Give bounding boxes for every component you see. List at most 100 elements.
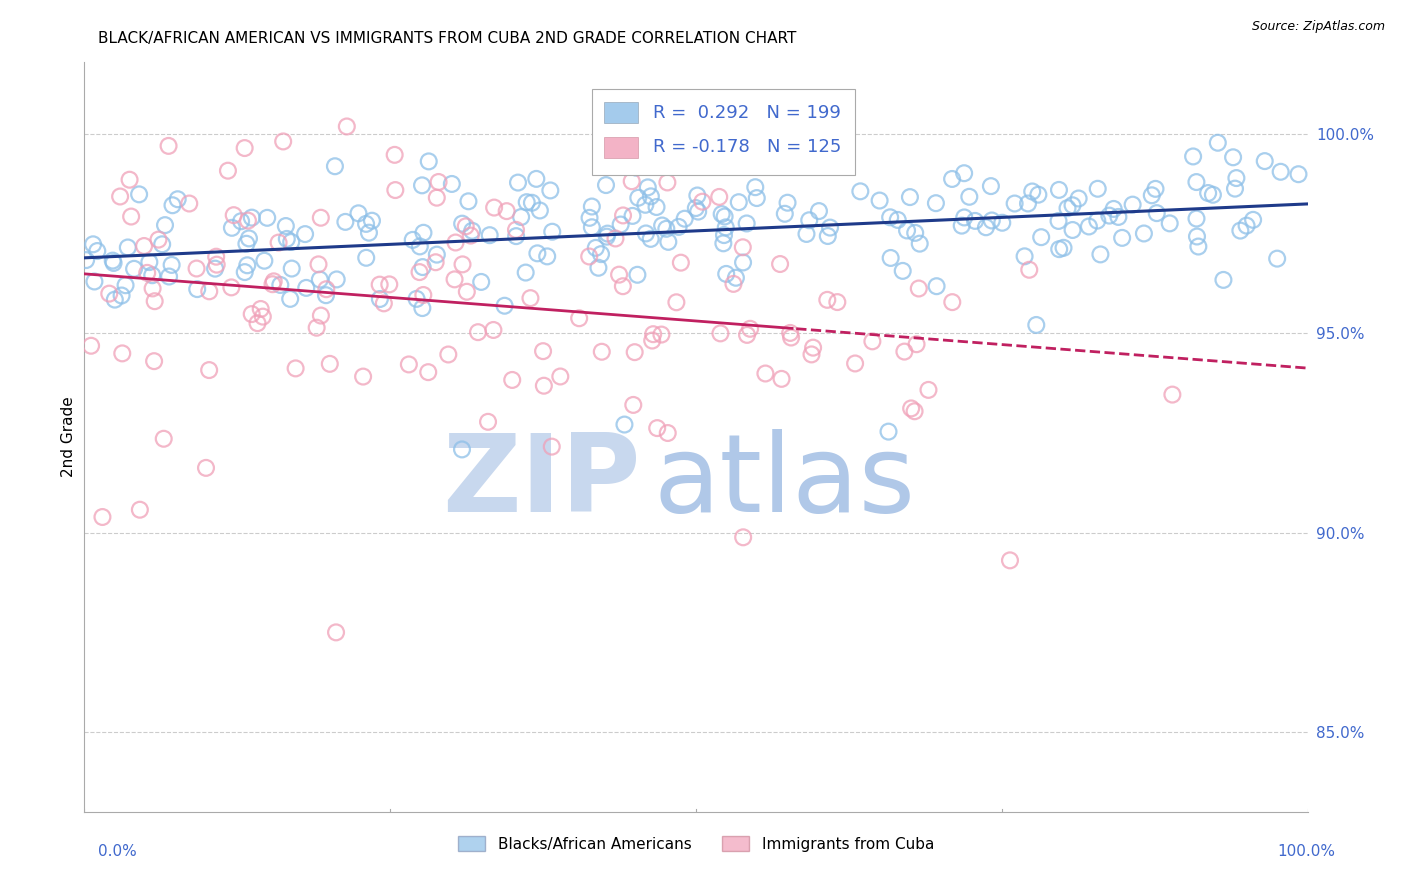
Point xyxy=(596,227,619,241)
Text: BLACK/AFRICAN AMERICAN VS IMMIGRANTS FROM CUBA 2ND GRADE CORRELATION CHART: BLACK/AFRICAN AMERICAN VS IMMIGRANTS FRO… xyxy=(98,31,797,46)
Point xyxy=(305,320,328,334)
Text: R = -0.178   N = 125: R = -0.178 N = 125 xyxy=(654,138,842,156)
Point xyxy=(817,229,839,244)
Point xyxy=(204,261,226,276)
Point xyxy=(309,309,332,323)
Point xyxy=(157,269,180,284)
Point xyxy=(998,553,1021,567)
Point xyxy=(578,250,600,264)
Point xyxy=(336,120,359,134)
Point xyxy=(411,301,433,315)
Point xyxy=(621,398,644,412)
FancyBboxPatch shape xyxy=(605,103,638,123)
Point xyxy=(877,425,900,439)
Point xyxy=(451,442,474,457)
Point xyxy=(887,213,910,227)
Point xyxy=(1288,167,1310,181)
Point xyxy=(75,253,97,268)
Point xyxy=(879,211,901,225)
Point xyxy=(426,191,449,205)
Point xyxy=(1187,239,1209,253)
Point xyxy=(651,219,673,233)
Point xyxy=(153,218,176,232)
Point xyxy=(444,235,467,250)
Point xyxy=(591,344,613,359)
Point xyxy=(568,311,591,326)
Point xyxy=(925,279,948,293)
Point xyxy=(505,223,527,237)
Point xyxy=(443,272,465,286)
Point xyxy=(166,192,188,206)
FancyBboxPatch shape xyxy=(605,136,638,158)
Text: 0.0%: 0.0% xyxy=(98,845,138,859)
Point xyxy=(128,502,150,516)
Point xyxy=(799,213,821,227)
Point xyxy=(533,378,555,392)
Point xyxy=(418,154,440,169)
Point xyxy=(205,258,228,272)
Point xyxy=(83,275,105,289)
Point xyxy=(1185,211,1208,226)
Point xyxy=(688,204,710,219)
Point xyxy=(236,213,259,227)
Point xyxy=(605,151,627,165)
Point xyxy=(494,299,516,313)
Point xyxy=(278,292,301,306)
Point xyxy=(1021,185,1043,199)
Point xyxy=(352,369,374,384)
Point xyxy=(879,251,901,265)
Point xyxy=(1098,209,1121,223)
Point xyxy=(711,236,734,251)
Point xyxy=(650,327,672,342)
Point xyxy=(620,174,643,188)
Point xyxy=(1144,182,1167,196)
Point xyxy=(143,294,166,309)
Point xyxy=(941,295,963,310)
Point xyxy=(1111,231,1133,245)
Point xyxy=(657,235,679,249)
Point xyxy=(378,277,401,292)
Point xyxy=(217,163,239,178)
Point xyxy=(437,347,460,361)
Point xyxy=(233,265,256,279)
Point xyxy=(860,334,883,349)
Point xyxy=(361,213,384,227)
Point xyxy=(357,226,380,240)
Point xyxy=(1017,196,1039,211)
Point xyxy=(408,265,430,279)
Point xyxy=(849,185,872,199)
Point xyxy=(205,250,228,264)
Point xyxy=(1028,187,1050,202)
Point xyxy=(925,196,948,211)
Point xyxy=(515,266,537,280)
Point xyxy=(82,237,104,252)
Point xyxy=(80,339,103,353)
Point xyxy=(634,198,657,212)
Point xyxy=(384,183,406,197)
Point xyxy=(776,195,799,210)
Point xyxy=(150,237,173,252)
Point xyxy=(780,330,803,344)
Point xyxy=(779,326,801,340)
Point xyxy=(904,226,927,240)
Point xyxy=(186,282,208,296)
Point xyxy=(249,301,271,316)
Point xyxy=(354,251,377,265)
Point xyxy=(101,253,124,268)
Text: ZIP: ZIP xyxy=(443,429,641,535)
Point xyxy=(1056,201,1078,215)
Point xyxy=(325,625,347,640)
Point xyxy=(1090,247,1112,261)
Text: R =  0.292   N = 199: R = 0.292 N = 199 xyxy=(654,103,841,121)
Point xyxy=(398,358,420,372)
Point xyxy=(477,415,499,429)
Point xyxy=(1270,165,1292,179)
Point xyxy=(221,280,243,294)
Point xyxy=(478,228,501,243)
Point xyxy=(516,195,538,210)
Point xyxy=(426,247,449,261)
Point xyxy=(412,226,434,240)
Point xyxy=(524,172,547,186)
Point xyxy=(980,213,1002,227)
Point xyxy=(991,216,1014,230)
